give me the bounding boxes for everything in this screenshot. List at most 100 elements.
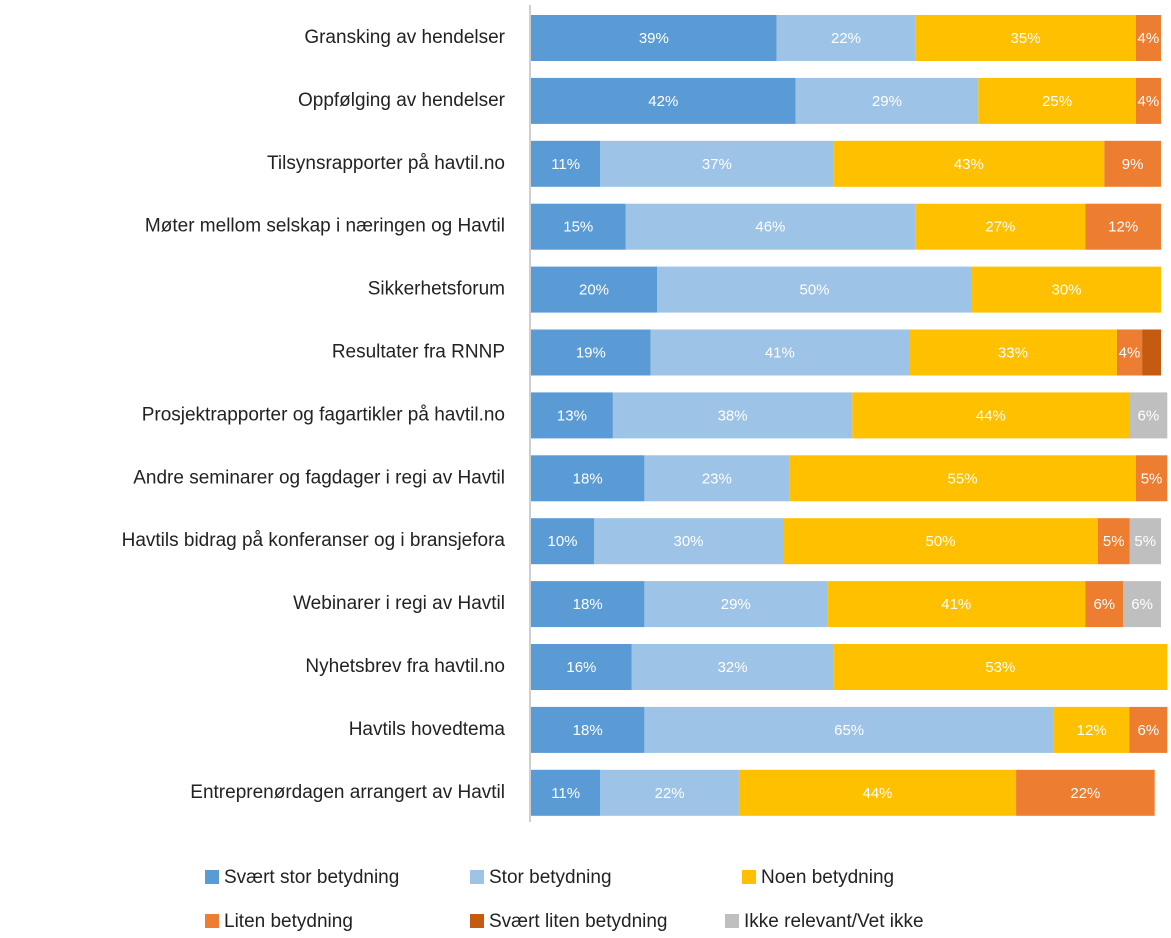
value-label: 12% [1077, 722, 1107, 739]
value-label: 25% [1042, 93, 1072, 110]
value-label: 39% [639, 30, 669, 47]
bar-segment [833, 140, 1105, 187]
value-label: 33% [998, 344, 1028, 361]
bar-segment [531, 769, 601, 816]
value-label: 15% [563, 219, 593, 236]
bar-segment [600, 140, 834, 187]
bar-segment [1129, 392, 1168, 439]
bar-segment [909, 329, 1117, 376]
category-label: Nyhetsbrev fra havtil.no [305, 656, 505, 677]
bar-segment [978, 77, 1136, 124]
category-label: Gransking av hendelser [304, 27, 505, 48]
value-label: 43% [954, 156, 984, 173]
bar-segment [783, 518, 1098, 565]
value-label: 55% [948, 470, 978, 487]
value-label: 13% [557, 407, 587, 424]
value-label: 4% [1138, 30, 1160, 47]
bar-segment [1098, 518, 1130, 565]
category-label: Møter mellom selskap i næringen og Havti… [145, 216, 505, 237]
value-label: 6% [1131, 596, 1153, 613]
value-label: 41% [765, 344, 795, 361]
bar-segment [852, 392, 1130, 439]
bar-segment [1129, 518, 1161, 565]
category-label: Prosjektrapporter og fagartikler på havt… [142, 404, 505, 425]
bar-segment [612, 392, 853, 439]
legend-label: Noen betydning [761, 867, 894, 888]
bar-segment [644, 706, 1054, 753]
value-label: 9% [1122, 156, 1144, 173]
bar-segment [1104, 140, 1161, 187]
value-label: 65% [834, 722, 864, 739]
value-label: 22% [1070, 785, 1100, 802]
value-label: 18% [573, 722, 603, 739]
category-label: Entreprenørdagen arrangert av Havtil [190, 782, 505, 803]
bar-segment [1116, 329, 1143, 376]
value-label: 30% [1051, 282, 1081, 299]
value-label: 18% [573, 470, 603, 487]
value-label: 44% [862, 785, 892, 802]
value-label: 23% [702, 470, 732, 487]
value-label: 30% [673, 533, 703, 550]
value-label: 5% [1134, 533, 1156, 550]
bar-segment [795, 77, 979, 124]
value-label: 4% [1119, 344, 1141, 361]
bar-segment [644, 455, 790, 502]
value-label: 20% [579, 282, 609, 299]
value-label: 29% [721, 596, 751, 613]
legend-swatch [742, 870, 756, 884]
category-label: Tilsynsrapporter på havtil.no [267, 153, 505, 174]
bar-segment [531, 518, 594, 565]
bar-segment [972, 266, 1161, 313]
bar-segment [531, 706, 645, 753]
value-label: 27% [985, 219, 1015, 236]
category-label: Webinarer i regi av Havtil [293, 593, 505, 614]
value-label: 18% [573, 596, 603, 613]
bar-segment [1123, 581, 1161, 628]
bar-segment [827, 581, 1086, 628]
category-label: Oppfølging av hendelser [298, 90, 506, 111]
bar-segment [1016, 769, 1155, 816]
value-label: 12% [1108, 219, 1138, 236]
value-label: 50% [799, 282, 829, 299]
legend-label: Svært liten betydning [489, 911, 668, 932]
category-label: Andre seminarer og fagdager i regi av Ha… [133, 467, 505, 488]
value-label: 11% [551, 156, 580, 173]
bar-segment [631, 644, 834, 690]
bar-segment [531, 455, 645, 502]
value-label: 5% [1103, 533, 1125, 550]
legend-swatch [470, 914, 484, 928]
bar-segment [531, 140, 601, 187]
category-label: Havtils hovedtema [349, 719, 506, 740]
legend-swatch [205, 870, 219, 884]
legend-swatch [205, 914, 219, 928]
bar-segment [531, 203, 626, 250]
bar-segment [531, 329, 651, 376]
bar-segment [531, 581, 645, 628]
bar-segment [1135, 15, 1161, 61]
legend-label: Svært stor betydning [224, 867, 399, 888]
legend-swatch [470, 870, 484, 884]
bar-segment [531, 644, 632, 690]
value-label: 32% [718, 659, 748, 676]
value-label: 38% [718, 407, 748, 424]
bar-segment [1085, 581, 1124, 628]
bar-segment [657, 266, 972, 313]
value-label: 44% [976, 407, 1006, 424]
value-label: 22% [655, 785, 685, 802]
legend-label: Ikke relevant/Vet ikke [744, 911, 924, 932]
bar-segment [1135, 77, 1161, 124]
value-label: 16% [566, 659, 596, 676]
value-label: 29% [872, 93, 902, 110]
value-label: 11% [551, 785, 580, 802]
bar-segment [738, 769, 1017, 816]
category-label: Sikkerhetsforum [368, 279, 505, 300]
bar-segment [625, 203, 916, 250]
bar-segment [789, 455, 1136, 502]
bar-segment [1135, 455, 1168, 502]
legend-label: Liten betydning [224, 911, 353, 932]
bar-segment [833, 644, 1168, 690]
value-label: 6% [1138, 722, 1160, 739]
bar-segment [915, 15, 1136, 61]
bar-segment [1129, 706, 1168, 753]
value-label: 42% [648, 93, 678, 110]
